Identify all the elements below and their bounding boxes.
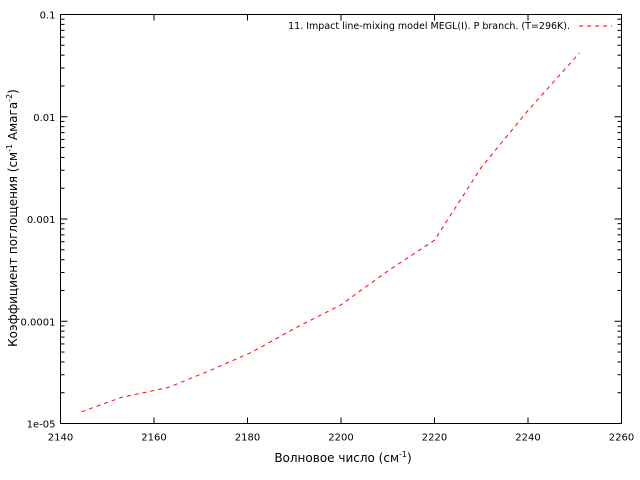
series-layer <box>81 52 580 413</box>
x-tick-labels: 2140 2160 2180 2200 2220 2240 2260 <box>48 433 634 444</box>
y-tick-label: 0.01 <box>33 113 55 124</box>
y-axis-title: Коэффициент поглощения (см-1 Амага-2) <box>5 89 20 347</box>
legend: 11. Impact line-mixing model MEGL(I). P … <box>288 21 612 32</box>
x-tick-label: 2180 <box>235 433 260 444</box>
y-tick-label: 1e-05 <box>27 420 56 431</box>
plot-frame <box>60 14 622 424</box>
x-tick-label: 2260 <box>609 433 634 444</box>
legend-label: 11. Impact line-mixing model MEGL(I). P … <box>288 21 570 32</box>
tick-marks <box>60 14 622 424</box>
y-tick-label: 0.0001 <box>21 317 56 328</box>
x-tick-label: 2200 <box>328 433 353 444</box>
x-axis-title: Волновое число (см-1) <box>274 450 411 465</box>
y-tick-label: 0.001 <box>27 215 56 226</box>
y-tick-label: 0.1 <box>40 11 56 22</box>
x-tick-label: 2160 <box>141 433 166 444</box>
y-tick-labels: 1e-05 0.0001 0.001 0.01 0.1 <box>21 11 56 431</box>
x-tick-label: 2140 <box>48 433 73 444</box>
x-tick-label: 2240 <box>515 433 540 444</box>
x-tick-label: 2220 <box>422 433 447 444</box>
series-line-0 <box>81 52 580 413</box>
